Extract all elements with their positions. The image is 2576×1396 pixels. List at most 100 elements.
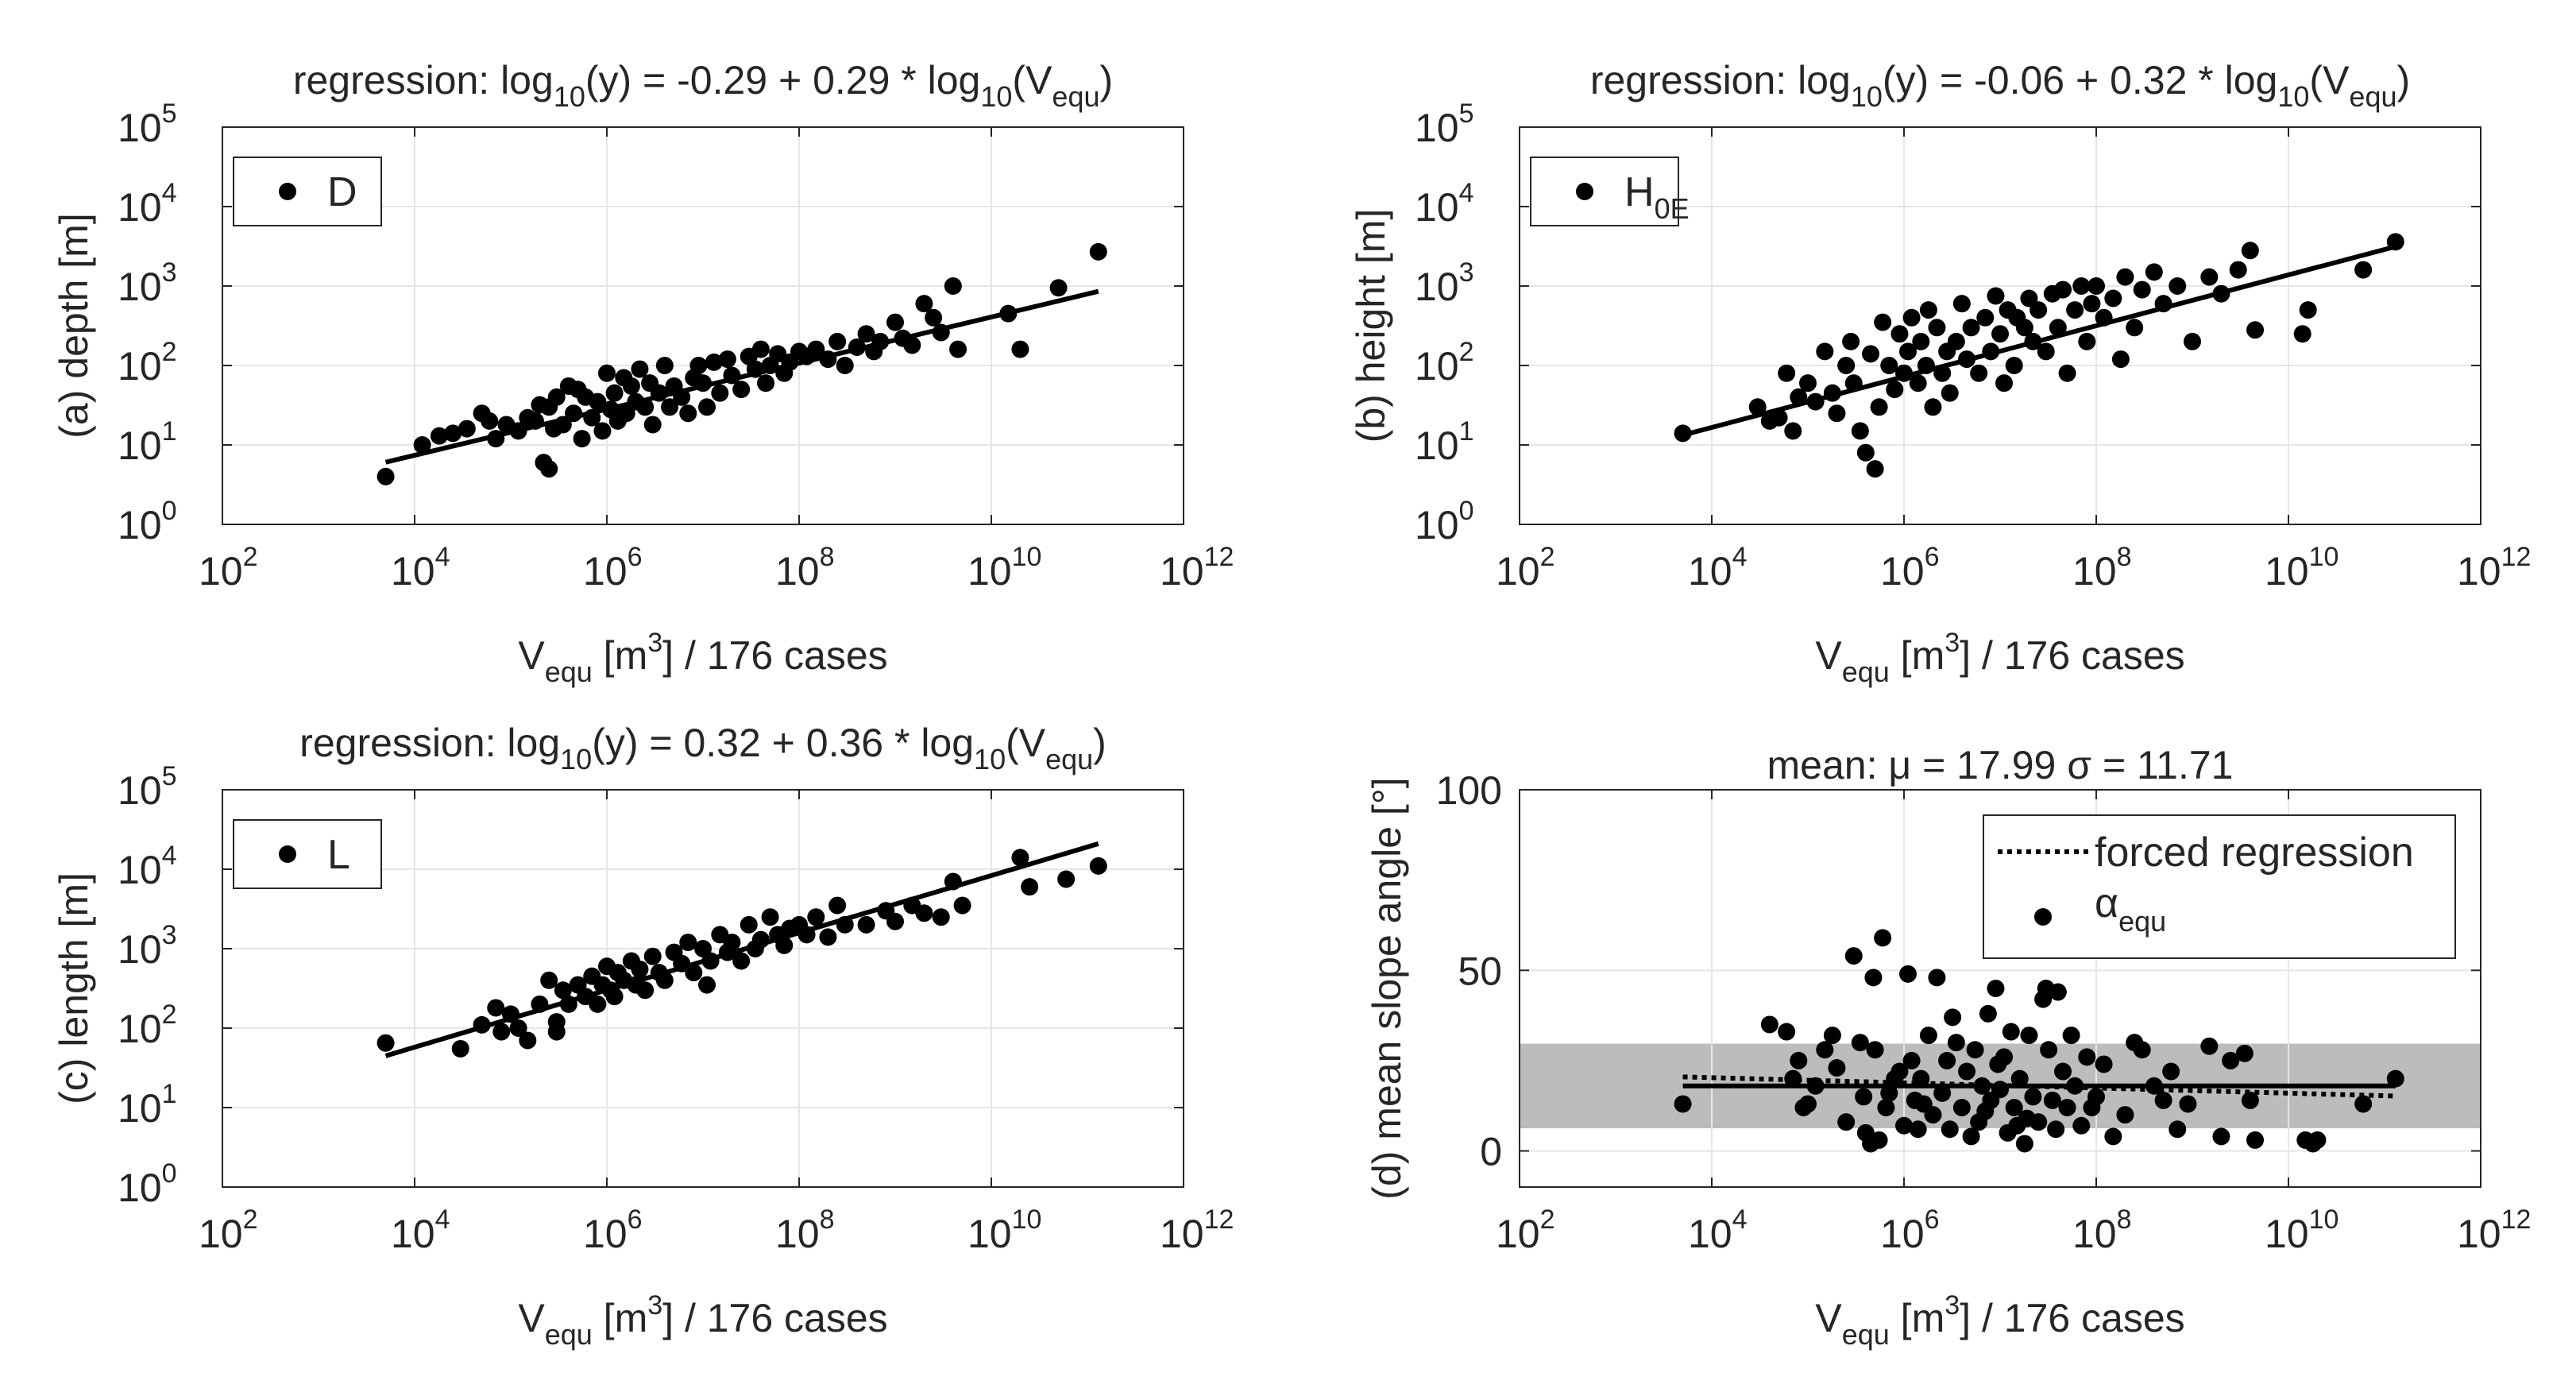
data-point — [519, 1031, 537, 1050]
data-point — [559, 995, 577, 1013]
legend-box — [233, 157, 382, 226]
y-tick-label: 103 — [1415, 257, 1474, 309]
data-point — [807, 908, 825, 926]
data-point — [932, 908, 950, 926]
legend-label: L — [327, 832, 350, 878]
data-point — [1806, 1077, 1825, 1095]
data-point — [1674, 1095, 1692, 1113]
data-point — [1979, 1004, 1997, 1023]
data-point — [1995, 1048, 2014, 1066]
x-tick-label: 106 — [1880, 542, 1940, 594]
data-point — [701, 952, 720, 970]
data-point — [1919, 301, 1937, 319]
data-point — [2030, 301, 2048, 319]
chart-panel-a: 102 104 106 108 1010 1012 100 101 102 103 104 105 Ve… — [52, 58, 1234, 688]
data-point — [2058, 1099, 2076, 1116]
data-point — [1987, 287, 2005, 305]
data-point — [1011, 849, 1029, 867]
data-point — [1962, 319, 1980, 337]
data-point — [1958, 1062, 1976, 1081]
data-point — [1856, 443, 1875, 462]
data-point — [2078, 1048, 2096, 1066]
y-tick-label: 105 — [118, 761, 177, 813]
data-point — [526, 412, 544, 430]
axes-box — [222, 789, 1184, 1188]
data-point — [871, 332, 890, 350]
data-point — [694, 374, 712, 393]
data-point — [2354, 1095, 2373, 1113]
y-axis-label: (d) mean slope angle [°] — [1365, 777, 1409, 1199]
data-point — [1941, 1120, 1959, 1139]
data-point — [2043, 1091, 2061, 1109]
data-point — [1760, 1015, 1778, 1034]
data-point — [2040, 1041, 2058, 1059]
y-tick-label: 104 — [1415, 178, 1474, 230]
data-point — [1928, 969, 1946, 987]
data-point — [1011, 340, 1029, 358]
data-point — [1828, 1059, 1846, 1077]
legend: L — [233, 819, 382, 889]
data-point — [1991, 325, 2009, 343]
data-point — [643, 947, 662, 965]
plot-contents — [377, 242, 1107, 485]
data-point — [2212, 1127, 2230, 1146]
data-point — [1933, 364, 1952, 382]
y-tick-label: 102 — [1415, 337, 1474, 389]
data-point — [1874, 313, 1892, 331]
data-point — [487, 430, 505, 448]
data-point — [932, 323, 950, 342]
data-point — [1049, 279, 1068, 297]
data-point — [1995, 374, 2014, 393]
data-point — [2133, 1041, 2151, 1059]
data-point — [679, 404, 697, 423]
data-point — [1021, 878, 1039, 896]
data-point — [944, 872, 962, 891]
data-point — [915, 295, 933, 313]
data-point — [2308, 1131, 2327, 1149]
data-point — [2145, 1077, 2163, 1095]
legend: D — [233, 157, 382, 226]
legend-marker — [279, 183, 296, 200]
data-point — [622, 377, 640, 395]
x-tick-label: 106 — [583, 542, 643, 594]
data-point — [2083, 295, 2101, 313]
data-point — [473, 1015, 491, 1034]
data-point — [2002, 1023, 2020, 1041]
data-point — [828, 332, 847, 350]
regression-line — [384, 841, 1099, 1058]
data-point — [999, 304, 1018, 323]
data-point — [589, 995, 607, 1013]
data-point — [740, 915, 758, 934]
data-point — [1784, 422, 1802, 440]
x-tick-label: 106 — [1880, 1205, 1940, 1256]
plot-contents — [1674, 929, 2404, 1153]
data-point — [2241, 1091, 2259, 1109]
data-point — [857, 325, 875, 343]
y-tick-label: 101 — [118, 416, 177, 468]
data-point — [1866, 1041, 1884, 1059]
data-point — [1778, 364, 1796, 382]
data-point — [718, 350, 736, 369]
data-point — [1851, 1034, 1869, 1052]
data-point — [413, 436, 431, 454]
data-point — [819, 350, 837, 369]
data-point — [565, 404, 583, 423]
x-tick-label: 1012 — [1160, 1205, 1234, 1256]
data-point — [636, 398, 655, 416]
data-point — [2015, 319, 2033, 337]
data-point — [2246, 1131, 2265, 1149]
data-point — [2386, 233, 2404, 251]
data-point — [732, 381, 751, 399]
data-point — [2104, 1127, 2122, 1146]
data-point — [2047, 1120, 2065, 1139]
data-point — [2010, 1069, 2029, 1088]
data-point — [848, 338, 866, 356]
data-point — [2072, 1116, 2091, 1135]
data-point — [1976, 308, 1995, 327]
data-point — [631, 960, 649, 978]
data-point — [857, 915, 875, 934]
data-point — [593, 422, 612, 440]
axes-box — [222, 126, 1184, 525]
